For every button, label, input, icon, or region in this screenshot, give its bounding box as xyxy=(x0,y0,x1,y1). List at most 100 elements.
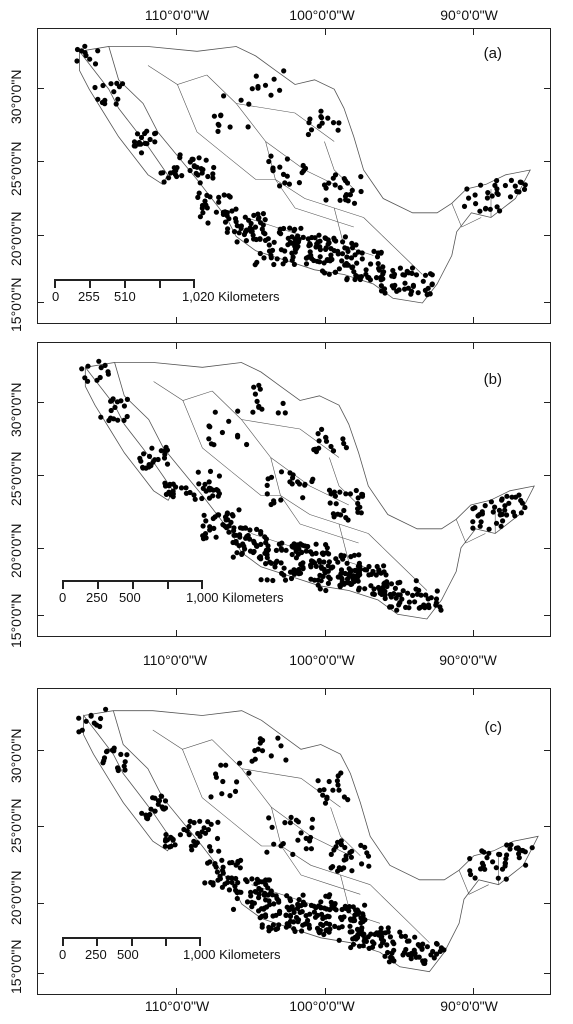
occurrence-point xyxy=(263,561,269,567)
occurrence-point xyxy=(272,564,278,570)
occurrence-point xyxy=(260,222,266,228)
occurrence-point xyxy=(335,251,341,257)
occurrence-point xyxy=(121,417,127,423)
occurrence-point xyxy=(437,604,443,610)
occurrence-point xyxy=(179,173,185,179)
occurrence-point xyxy=(342,245,348,251)
occurrence-point xyxy=(278,560,284,566)
occurrence-point xyxy=(327,500,333,506)
occurrence-point xyxy=(408,956,414,962)
occurrence-point xyxy=(225,875,231,881)
occurrence-point xyxy=(428,595,434,601)
occurrence-point xyxy=(186,823,192,830)
occurrence-point xyxy=(316,259,323,265)
occurrence-point xyxy=(358,188,364,195)
occurrence-point xyxy=(357,504,363,510)
occurrence-point xyxy=(259,922,265,928)
occurrence-point xyxy=(219,791,225,797)
occurrence-point xyxy=(502,507,508,513)
occurrence-point xyxy=(509,494,515,500)
occurrence-point xyxy=(260,211,266,217)
occurrence-point xyxy=(373,572,379,578)
occurrence-point xyxy=(470,519,476,525)
occurrence-point xyxy=(219,429,225,436)
occurrence-point xyxy=(332,923,338,929)
frame-tick xyxy=(473,343,475,349)
occurrence-point xyxy=(289,234,295,240)
occurrence-point xyxy=(324,794,330,800)
occurrence-point xyxy=(169,835,175,841)
occurrence-point xyxy=(308,902,314,908)
state-border xyxy=(231,821,302,876)
occurrence-point xyxy=(321,905,327,911)
occurrence-point xyxy=(343,853,349,859)
state-border xyxy=(458,870,489,895)
occurrence-point xyxy=(346,908,352,914)
occurrence-point xyxy=(348,581,354,587)
occurrence-point xyxy=(210,493,216,499)
occurrence-point xyxy=(405,590,411,596)
occurrence-point xyxy=(124,413,130,420)
occurrence-point xyxy=(359,493,366,499)
occurrence-point xyxy=(317,238,323,244)
occurrence-point xyxy=(420,941,426,947)
occurrence-point xyxy=(349,240,355,246)
frame-tick xyxy=(324,317,326,323)
occurrence-point xyxy=(268,252,274,258)
occurrence-point xyxy=(268,925,274,932)
occurrence-point xyxy=(341,865,347,871)
occurrence-point xyxy=(386,959,392,965)
occurrence-point xyxy=(274,558,280,564)
occurrence-point xyxy=(326,914,332,920)
occurrence-point xyxy=(302,543,308,549)
occurrence-point xyxy=(155,801,161,807)
occurrence-point xyxy=(338,770,344,776)
occurrence-point xyxy=(252,889,258,895)
occurrence-point xyxy=(94,377,100,383)
occurrence-point xyxy=(384,942,390,948)
occurrence-point xyxy=(262,550,268,556)
occurrence-point xyxy=(226,887,232,893)
occurrence-point xyxy=(160,806,166,812)
occurrence-point xyxy=(284,173,290,179)
occurrence-point xyxy=(184,828,190,834)
occurrence-point xyxy=(203,157,209,163)
occurrence-point xyxy=(281,68,287,74)
occurrence-point xyxy=(223,762,229,768)
occurrence-point xyxy=(257,236,263,242)
occurrence-point xyxy=(362,586,368,592)
occurrence-point xyxy=(502,863,508,869)
frame-tick xyxy=(324,689,326,695)
occurrence-point xyxy=(402,933,408,939)
occurrence-point xyxy=(74,58,80,64)
occurrence-point xyxy=(493,865,499,871)
occurrence-point xyxy=(118,751,124,757)
occurrence-point xyxy=(325,580,331,586)
scale-label-3: 1,020 Kilometers xyxy=(182,289,280,304)
occurrence-point xyxy=(364,850,370,856)
frame-tick xyxy=(38,401,44,403)
occurrence-point xyxy=(326,559,332,565)
occurrence-point xyxy=(343,445,349,451)
occurrence-point xyxy=(249,228,255,235)
occurrence-point xyxy=(295,837,301,843)
occurrence-point xyxy=(170,491,176,497)
occurrence-point xyxy=(405,285,411,291)
frame-tick xyxy=(38,87,44,89)
occurrence-point xyxy=(275,735,281,741)
occurrence-point xyxy=(286,923,292,929)
frame-tick xyxy=(176,317,178,323)
occurrence-point xyxy=(368,931,374,937)
scale-label-3: 1,000 Kilometers xyxy=(186,590,284,605)
occurrence-point xyxy=(309,825,315,831)
occurrence-point xyxy=(264,482,270,488)
scale-label-0: 0 xyxy=(59,947,67,962)
occurrence-point xyxy=(323,920,329,926)
occurrence-point xyxy=(477,523,483,529)
occurrence-point xyxy=(212,409,218,415)
occurrence-point xyxy=(343,197,349,203)
occurrence-point xyxy=(296,571,302,577)
occurrence-point xyxy=(277,87,283,93)
occurrence-point xyxy=(359,256,365,262)
occurrence-point xyxy=(226,529,232,535)
